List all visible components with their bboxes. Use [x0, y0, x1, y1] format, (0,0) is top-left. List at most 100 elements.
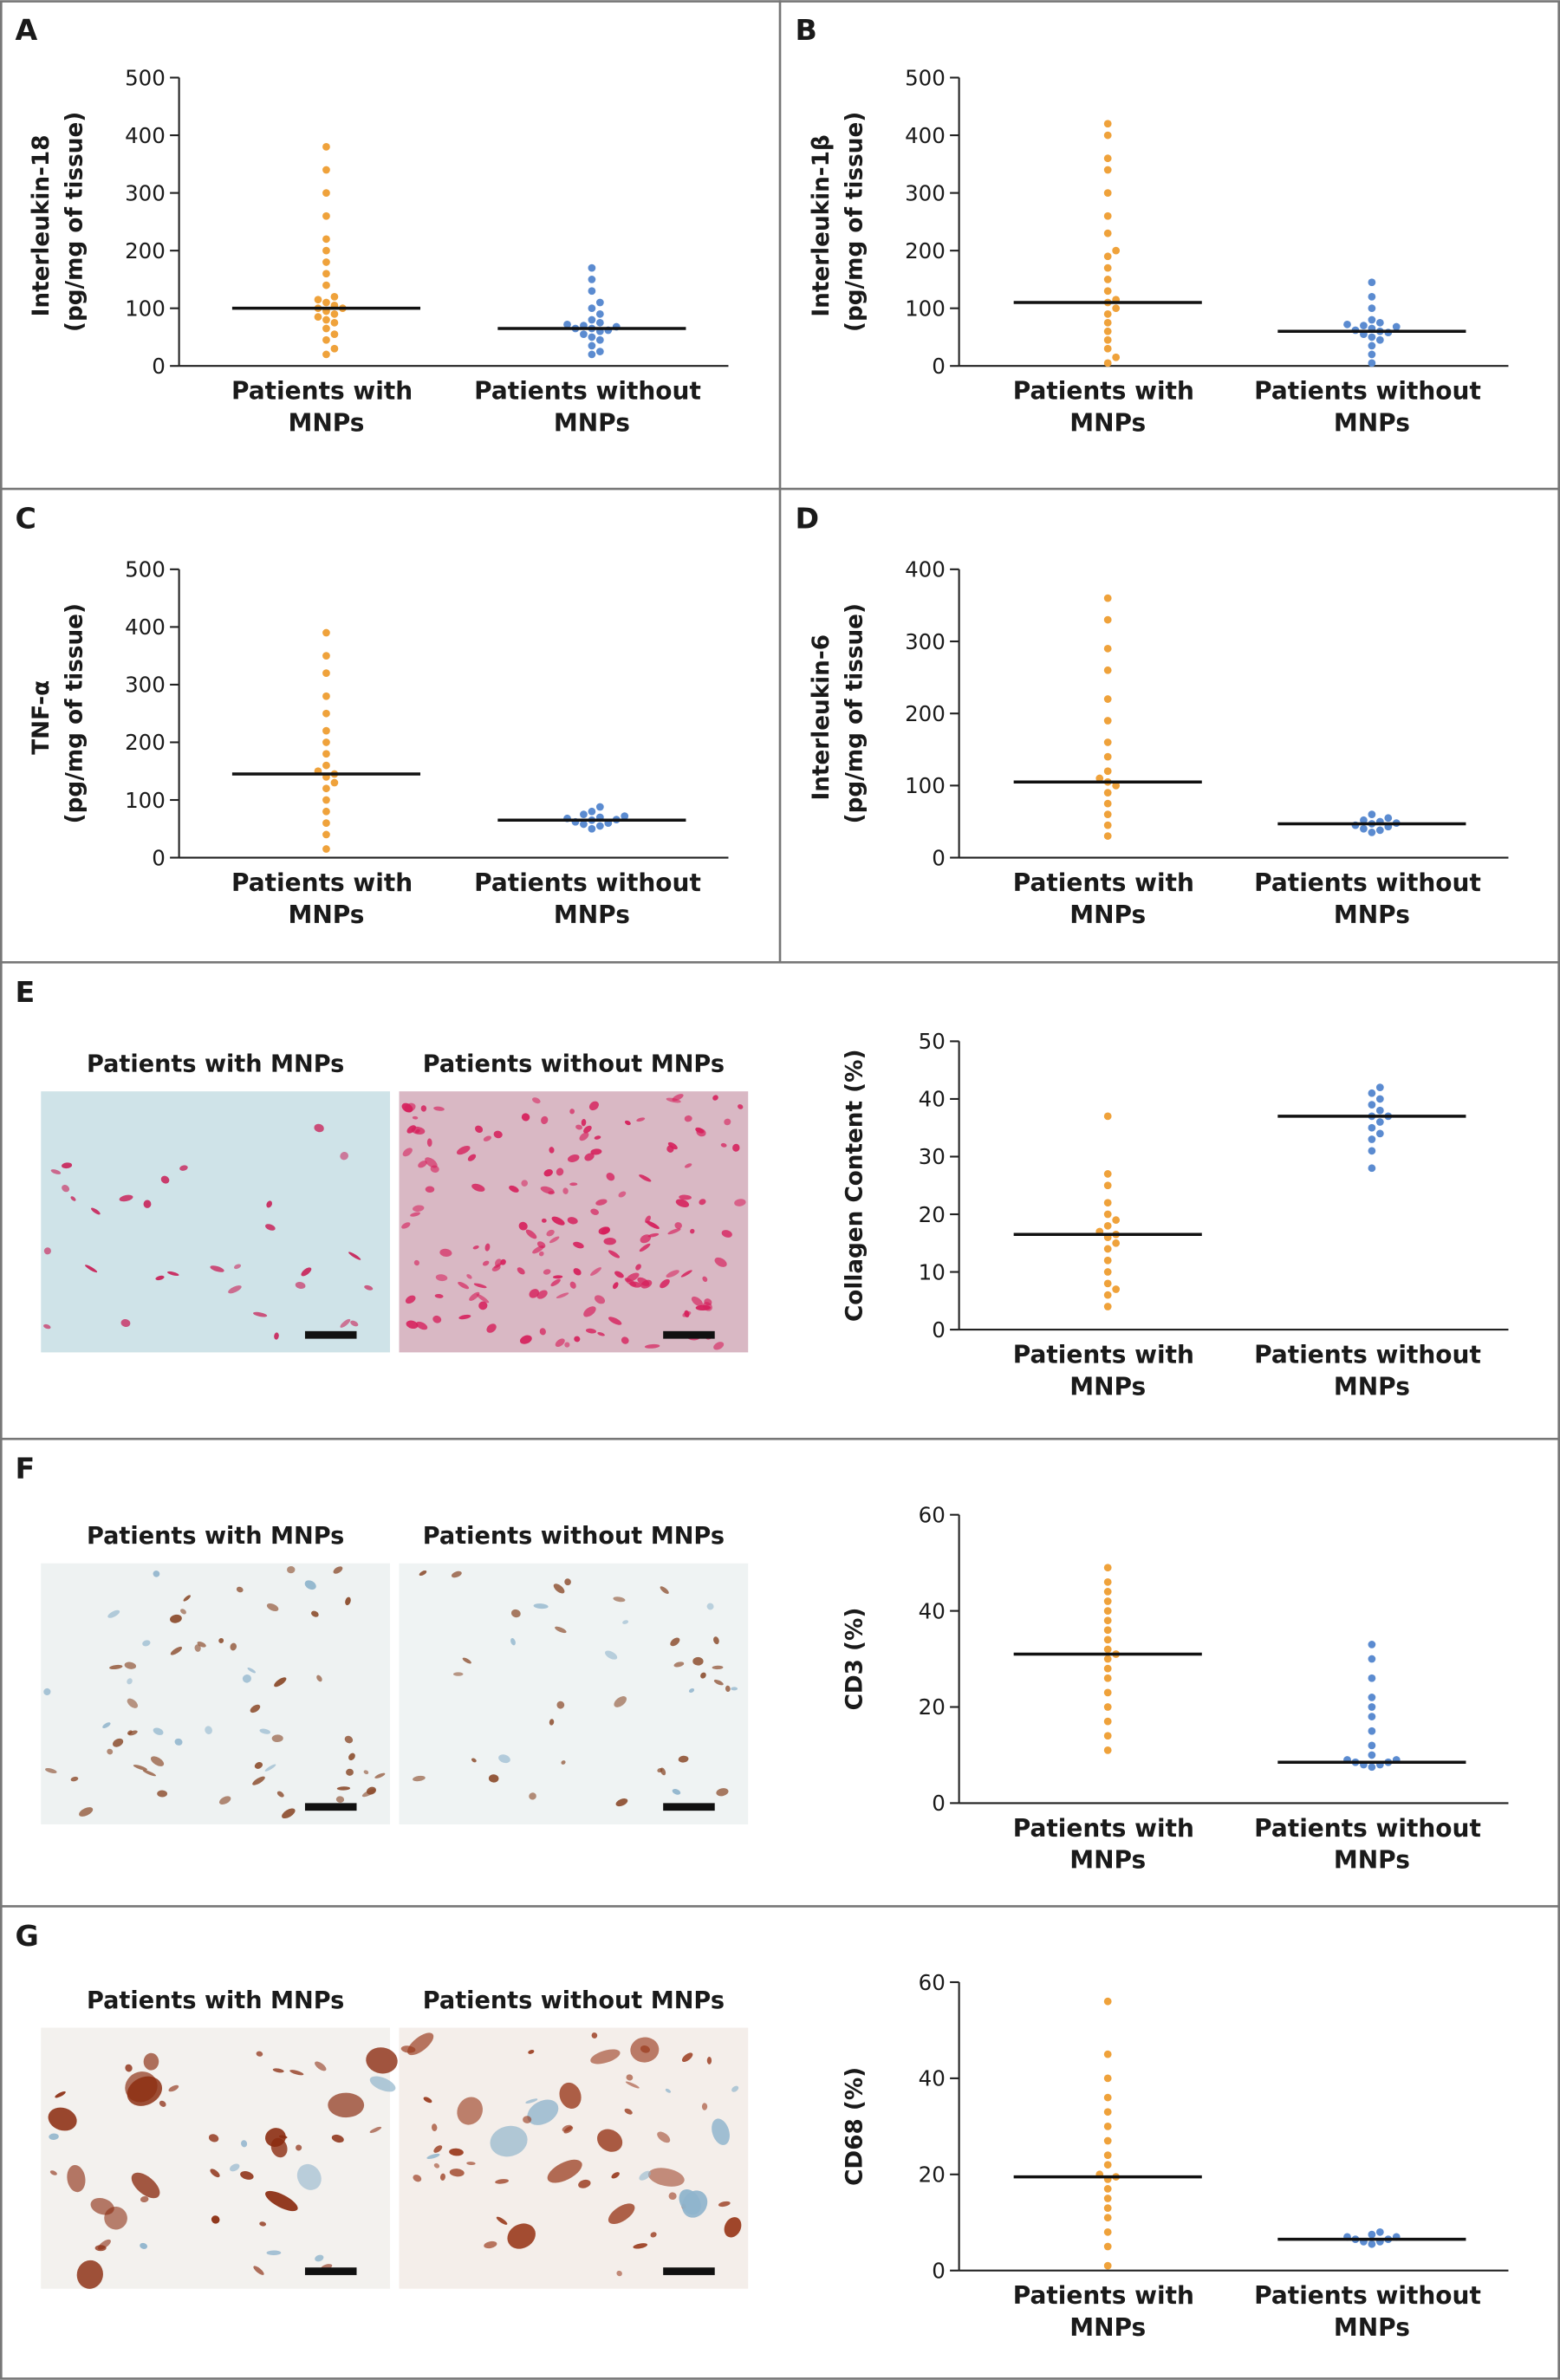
micrograph-cell — [639, 1174, 652, 1182]
micrograph-cell — [551, 1216, 565, 1226]
x-tick-label: Patients with MNPs — [231, 868, 421, 929]
micrograph-cell — [567, 1154, 580, 1162]
data-point — [1103, 1221, 1112, 1230]
data-point — [1112, 781, 1121, 790]
micrograph-cell — [496, 2216, 508, 2225]
micrograph-cell — [410, 1212, 420, 1217]
data-point — [322, 350, 330, 359]
micrograph-cell — [673, 1661, 685, 1668]
micrograph-cell — [120, 1318, 131, 1328]
micrograph-cell — [546, 1229, 555, 1237]
micrograph-cell — [304, 1580, 316, 1590]
data-point — [322, 750, 330, 758]
data-point — [1368, 1713, 1376, 1720]
micrograph-cell — [253, 1311, 268, 1317]
data-point — [1103, 1732, 1112, 1740]
panel-letter: F — [16, 1452, 36, 1486]
micrograph-cell — [625, 2081, 640, 2089]
micrograph-cell — [684, 1163, 692, 1168]
micrograph-cell — [734, 1199, 746, 1206]
micrograph-cell — [521, 1113, 530, 1122]
micrograph-cell — [476, 1293, 490, 1304]
data-point — [1103, 2108, 1112, 2117]
data-point — [1103, 752, 1112, 761]
data-point — [1368, 1641, 1376, 1648]
micrograph-cell — [538, 1251, 544, 1257]
micrograph-cell — [507, 2223, 536, 2249]
micrograph-cell — [113, 1738, 124, 1747]
micrograph-cell — [548, 1191, 556, 1195]
data-point — [1103, 1577, 1112, 1586]
y-tick-label: 0 — [152, 845, 166, 870]
y-tick-label: 400 — [125, 615, 166, 640]
micrograph-cell — [473, 1283, 487, 1289]
micrograph-cell — [547, 2159, 582, 2183]
data-point — [1103, 287, 1112, 296]
data-point — [1103, 1170, 1112, 1178]
micrograph-cell — [486, 1323, 497, 1333]
micrograph-cell — [254, 1762, 263, 1769]
data-point — [1360, 824, 1368, 833]
micrograph-cell — [712, 2118, 730, 2145]
data-point — [1103, 789, 1112, 797]
micrograph-cell — [430, 1165, 439, 1173]
micrograph-cell — [541, 1218, 547, 1223]
image-title: Patients with MNPs — [87, 1987, 344, 2014]
data-point — [1375, 1083, 1384, 1092]
micrograph-cell — [270, 2137, 288, 2158]
y-tick-label: 400 — [905, 123, 946, 148]
micrograph-cell — [613, 1596, 626, 1603]
micrograph-cell — [233, 1264, 242, 1270]
data-point — [1103, 2050, 1112, 2058]
y-tick-label: 0 — [932, 845, 946, 870]
micrograph-cell — [639, 2170, 652, 2181]
micrograph-cell — [425, 1186, 435, 1193]
micrograph-cell — [712, 1665, 724, 1670]
y-tick-label: 0 — [932, 1317, 946, 1343]
micrograph-cell — [569, 1109, 575, 1115]
data-point — [1112, 246, 1121, 255]
micrograph-cell — [153, 1570, 160, 1577]
micrograph-cell — [484, 2240, 497, 2249]
y-tick-label: 200 — [905, 701, 946, 726]
micrograph-cell — [682, 1310, 692, 1317]
micrograph — [399, 1563, 749, 1824]
micrograph-cell — [469, 1291, 480, 1301]
data-point — [1103, 189, 1112, 197]
data-point — [322, 830, 330, 839]
data-point — [1103, 1703, 1112, 1711]
micrograph-cell — [423, 2097, 432, 2104]
x-tick-label: Patients with MNPs — [1013, 868, 1203, 929]
data-point — [595, 803, 604, 811]
micrograph-cell — [553, 1583, 565, 1594]
micrograph-cell — [665, 2088, 672, 2093]
data-point — [621, 812, 629, 821]
data-point — [1103, 1626, 1112, 1635]
data-point — [588, 263, 596, 272]
x-tick-label: Patients with MNPs — [231, 377, 421, 438]
micrograph-cell — [264, 1764, 276, 1772]
micrograph-cell — [583, 1306, 596, 1317]
micrograph-cell — [597, 1332, 605, 1336]
y-tick-label: 100 — [125, 788, 166, 813]
data-point — [322, 845, 330, 853]
micrograph-cell — [716, 1788, 729, 1797]
data-point — [1103, 2151, 1112, 2159]
data-point — [1103, 2093, 1112, 2102]
x-tick-label: Patients with MNPs — [1013, 1341, 1203, 1401]
micrograph-cell — [434, 1293, 444, 1298]
y-tick-label: 0 — [932, 354, 946, 379]
micrograph-cell — [525, 1229, 537, 1239]
micrograph-cell — [556, 1700, 565, 1709]
micrograph-cell — [43, 1687, 51, 1695]
micrograph-cell — [637, 1277, 650, 1286]
micrograph-cell — [419, 1570, 427, 1577]
micrograph-cell — [167, 1271, 179, 1277]
micrograph-cell — [340, 1152, 348, 1161]
micrograph-cell — [230, 1642, 237, 1651]
y-axis-label: Interleukin-18 (pg/mg of tissue) — [29, 112, 88, 332]
micrograph-cell — [574, 1336, 581, 1343]
data-point — [322, 738, 330, 746]
micrograph-cell — [495, 1258, 503, 1267]
micrograph-cell — [218, 1796, 231, 1805]
